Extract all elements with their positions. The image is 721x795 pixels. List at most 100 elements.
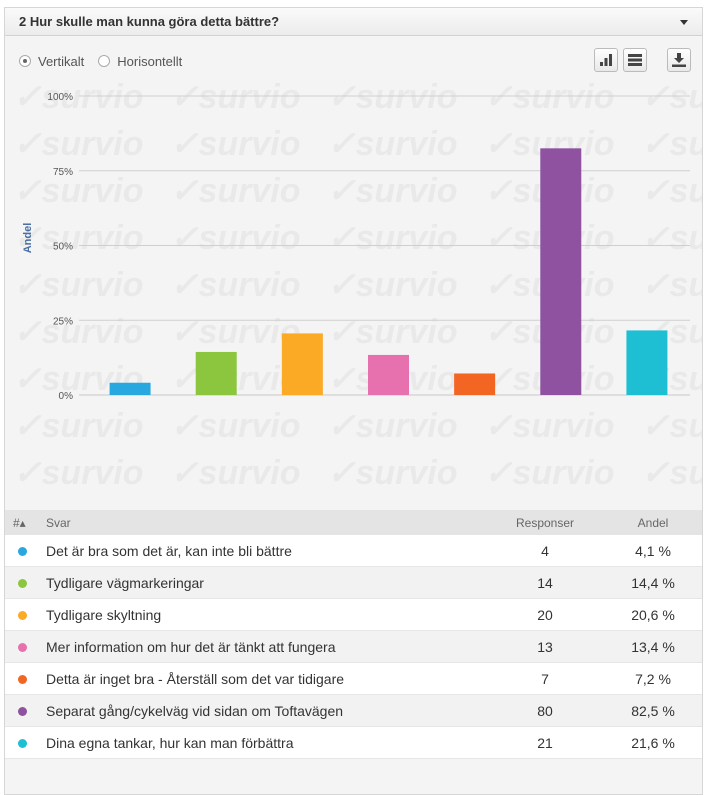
row-responses: 7 xyxy=(541,671,549,687)
watermark-text: ✓survio xyxy=(170,125,301,163)
bar[interactable] xyxy=(368,354,409,395)
table-row: Detta är inget bra - Återställ som det v… xyxy=(5,663,702,695)
bar[interactable] xyxy=(281,333,323,395)
watermark-text: ✓survio xyxy=(13,78,144,116)
watermark-text: ✓survio xyxy=(484,454,615,492)
color-bullet xyxy=(18,611,27,620)
radio-horizontal[interactable]: Horisontellt xyxy=(98,54,182,69)
watermark-text: ✓survio xyxy=(641,454,702,492)
list-icon xyxy=(628,54,642,66)
radio-vertical[interactable]: Vertikalt xyxy=(19,54,84,69)
watermark-text: ✓survio xyxy=(641,407,702,445)
radio-horizontal-dot[interactable] xyxy=(98,55,111,67)
row-responses: 21 xyxy=(537,735,553,751)
row-label: Separat gång/cykelväg vid sidan om Tofta… xyxy=(46,703,344,719)
header-num[interactable]: #▴ xyxy=(13,516,26,530)
watermark-text: ✓survio xyxy=(13,407,144,445)
row-responses: 20 xyxy=(537,607,553,623)
survio-watermark: ✓survio ✓survio ✓survio ✓survio ✓survio ✓surv… xyxy=(13,78,702,492)
row-share: 4,1 % xyxy=(635,543,671,559)
watermark-text: ✓survio xyxy=(641,125,702,163)
y-tick-label: 0% xyxy=(59,391,74,402)
row-share: 20,6 % xyxy=(631,607,675,623)
watermark-text: ✓survio xyxy=(327,78,458,116)
bar[interactable] xyxy=(195,351,237,395)
bar-chart-view-button[interactable] xyxy=(594,48,618,72)
watermark-text: ✓survio xyxy=(641,78,702,116)
watermark-text: ✓survio xyxy=(327,266,458,304)
radio-vertical-dot[interactable] xyxy=(19,55,31,67)
color-bullet xyxy=(18,643,27,652)
row-label: Dina egna tankar, hur kan man förbättra xyxy=(46,735,294,751)
table-view-button[interactable] xyxy=(623,48,647,72)
color-bullet xyxy=(18,579,27,588)
row-share: 13,4 % xyxy=(631,639,675,655)
bar-chart-icon xyxy=(600,54,612,66)
header-responses[interactable]: Responser xyxy=(515,516,575,530)
results-table: #▴ Svar Responser Andel Det är bra som d… xyxy=(5,510,702,759)
header-answer[interactable]: Svar xyxy=(46,516,71,530)
y-axis-label: Andel xyxy=(22,223,34,254)
row-label: Detta är inget bra - Återställ som det v… xyxy=(46,671,345,687)
row-label: Tydligare skyltning xyxy=(46,607,162,623)
watermark-text: ✓survio xyxy=(170,78,301,116)
watermark-text: ✓survio xyxy=(13,454,144,492)
radio-horizontal-label: Horisontellt xyxy=(117,53,183,69)
bar[interactable] xyxy=(540,148,582,395)
row-share: 14,4 % xyxy=(631,575,675,591)
table-row: Separat gång/cykelväg vid sidan om Tofta… xyxy=(5,695,702,727)
watermark-text: ✓survio xyxy=(641,266,702,304)
chevron-down-icon[interactable] xyxy=(680,20,688,25)
watermark-text: ✓survio xyxy=(13,172,144,210)
header-share[interactable]: Andel xyxy=(637,516,669,530)
table-row: Tydligare skyltning 20 20,6 % xyxy=(5,599,702,631)
radio-vertical-label: Vertikalt xyxy=(38,53,85,69)
download-button[interactable] xyxy=(667,48,691,72)
row-label: Mer information om hur det är tänkt att … xyxy=(46,639,336,655)
watermark-text: ✓survio xyxy=(327,125,458,163)
watermark-text: ✓survio xyxy=(484,78,615,116)
watermark-text: ✓survio xyxy=(170,407,301,445)
row-label: Det är bra som det är, kan inte bli bätt… xyxy=(46,543,292,559)
y-tick-label: 50% xyxy=(53,242,73,253)
watermark-text: ✓survio xyxy=(327,313,458,351)
color-bullet xyxy=(18,675,27,684)
table-row: Mer information om hur det är tänkt att … xyxy=(5,631,702,663)
bar[interactable] xyxy=(109,382,151,395)
row-responses: 4 xyxy=(541,543,549,559)
watermark-text: ✓survio xyxy=(170,313,301,351)
watermark-text: ✓survio xyxy=(13,125,144,163)
watermark-text: ✓survio xyxy=(170,219,301,257)
watermark-text: ✓survio xyxy=(170,172,301,210)
row-label: Tydligare vägmarkeringar xyxy=(46,575,204,591)
watermark-text: ✓survio xyxy=(641,172,702,210)
bar[interactable] xyxy=(626,330,668,395)
download-icon xyxy=(672,53,686,67)
color-bullet xyxy=(18,707,27,716)
watermark-text: ✓survio xyxy=(484,407,615,445)
bar-chart: 0% 25% 50% 75% 100% Andel xyxy=(22,92,690,402)
color-bullet xyxy=(18,739,27,748)
watermark-text: ✓survio xyxy=(327,172,458,210)
question-panel: 2 Hur skulle man kunna göra detta bättre… xyxy=(4,7,703,795)
y-tick-label: 100% xyxy=(47,92,73,103)
question-title: 2 Hur skulle man kunna göra detta bättre… xyxy=(19,14,280,29)
table-row: Det är bra som det är, kan inte bli bätt… xyxy=(5,535,702,567)
row-responses: 80 xyxy=(537,703,553,719)
row-share: 7,2 % xyxy=(635,671,671,687)
row-responses: 13 xyxy=(537,639,553,655)
view-toggle: Vertikalt Horisontellt xyxy=(19,53,196,69)
row-share: 82,5 % xyxy=(631,703,675,719)
bar[interactable] xyxy=(454,373,496,395)
row-share: 21,6 % xyxy=(631,735,675,751)
watermark-text: ✓survio xyxy=(13,219,144,257)
y-tick-label: 75% xyxy=(53,167,73,178)
table-row: Tydligare vägmarkeringar 14 14,4 % xyxy=(5,567,702,599)
watermark-text: ✓survio xyxy=(13,313,144,351)
question-header[interactable]: 2 Hur skulle man kunna göra detta bättre… xyxy=(5,8,702,36)
watermark-text: ✓survio xyxy=(327,454,458,492)
watermark-text: ✓survio xyxy=(641,219,702,257)
row-responses: 14 xyxy=(537,575,553,591)
watermark-text: ✓survio xyxy=(170,266,301,304)
watermark-text: ✓survio xyxy=(13,266,144,304)
